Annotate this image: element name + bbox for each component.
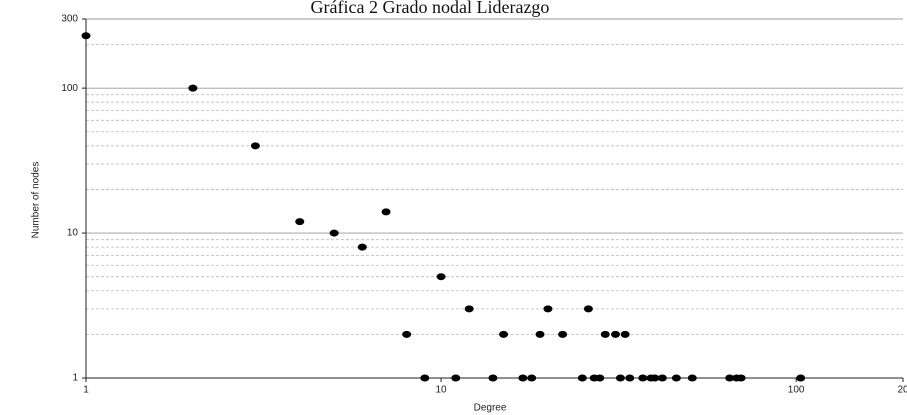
point (451, 374, 461, 382)
point (420, 374, 430, 382)
y-tick-label: 1 (72, 373, 78, 384)
point (615, 374, 625, 382)
point (381, 208, 391, 216)
point (620, 330, 630, 338)
point (295, 218, 305, 226)
point (611, 330, 621, 338)
point (558, 330, 568, 338)
point (535, 330, 545, 338)
point (657, 374, 667, 382)
y-tick-label: 300 (61, 14, 78, 25)
point (81, 32, 91, 40)
y-tick-label: 10 (67, 228, 79, 239)
y-axis-label: Number of nodes (31, 162, 42, 239)
point (595, 374, 605, 382)
point (527, 374, 537, 382)
point (583, 305, 593, 313)
x-tick-label: 1 (83, 385, 89, 396)
x-tick-label: 20 (897, 385, 907, 396)
point (188, 84, 198, 92)
point (250, 142, 260, 150)
x-tick-label: 10 (435, 385, 447, 396)
point (402, 330, 412, 338)
point (543, 305, 553, 313)
point (499, 330, 509, 338)
point (625, 374, 635, 382)
point (671, 374, 681, 382)
point (725, 374, 735, 382)
point (577, 374, 587, 382)
point (436, 273, 446, 281)
point (650, 374, 660, 382)
x-tick-label: 100 (788, 385, 805, 396)
point (329, 229, 339, 237)
point (736, 374, 746, 382)
point (600, 330, 610, 338)
chart-title: Gráfica 2 Grado nodal Liderazgo (311, 0, 550, 17)
point (464, 305, 474, 313)
point (357, 243, 367, 251)
y-tick-label: 100 (61, 83, 78, 94)
point (488, 374, 498, 382)
point (638, 374, 648, 382)
point (796, 374, 806, 382)
x-axis-label: Degree (474, 403, 507, 414)
point (687, 374, 697, 382)
point (518, 374, 528, 382)
